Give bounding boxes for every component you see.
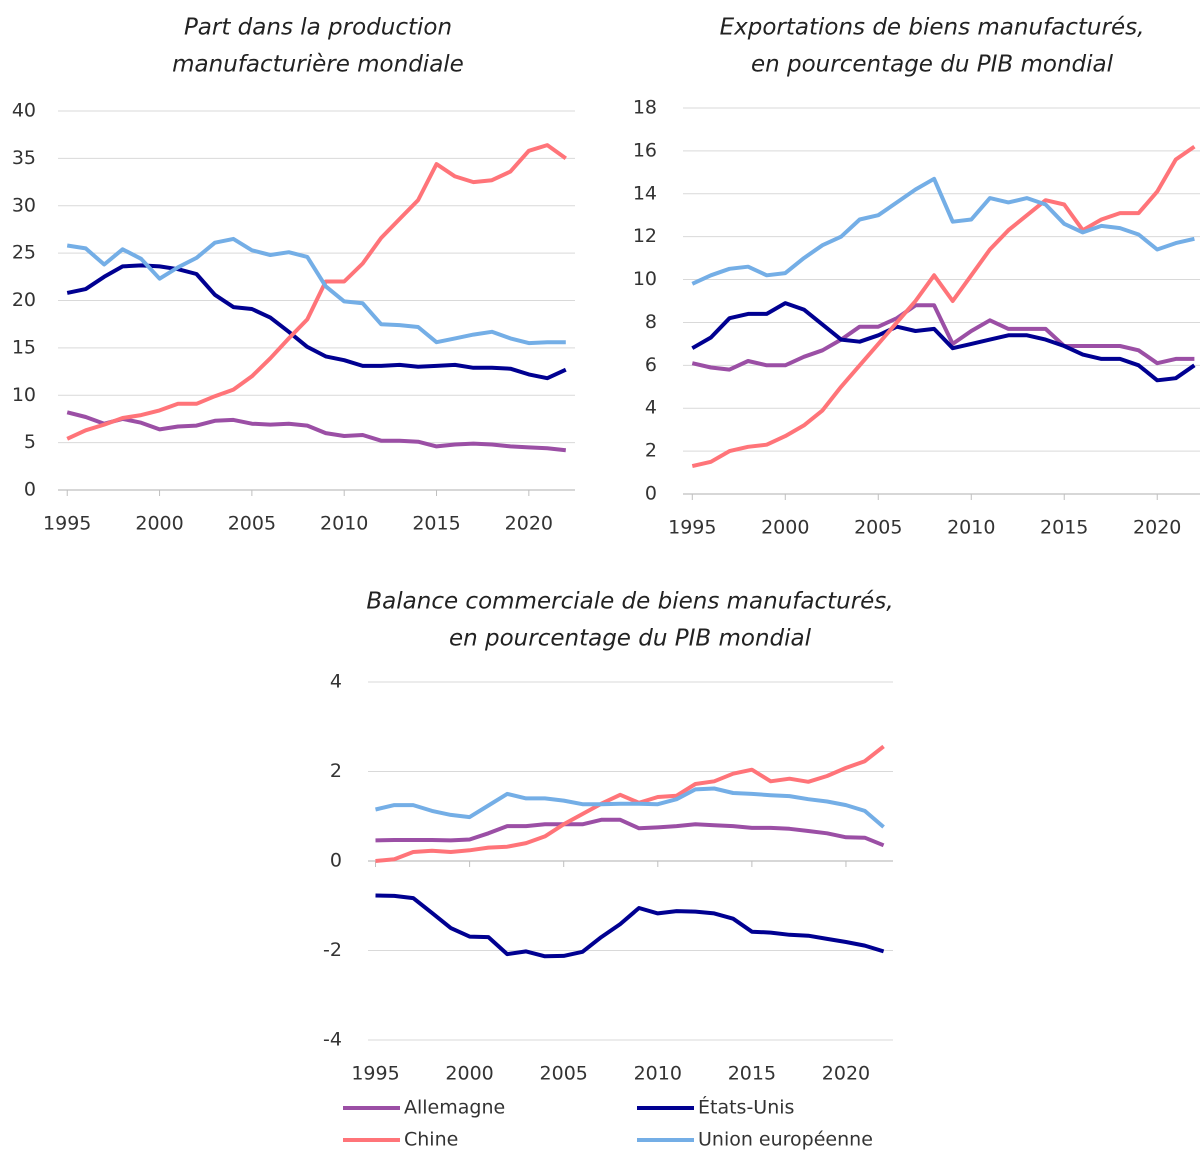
x-tick-label: 2015 <box>412 513 460 535</box>
y-tick-label: 12 <box>633 225 657 247</box>
y-tick-label: 4 <box>645 397 657 419</box>
y-tick-label: 30 <box>12 194 36 216</box>
chart-title: manufacturière mondiale <box>172 52 464 78</box>
y-tick-label: 35 <box>12 147 36 169</box>
y-tick-label: 2 <box>330 760 342 782</box>
x-tick-label: 2020 <box>505 513 553 535</box>
series-line <box>375 817 885 848</box>
y-tick-label: 20 <box>12 289 36 311</box>
y-tick-label: 0 <box>330 850 342 872</box>
x-tick-label: 2020 <box>822 1063 870 1085</box>
x-tick-label: 2010 <box>320 513 368 535</box>
chart-title: Balance commerciale de biens manufacturé… <box>366 589 893 615</box>
chart-title: Exportations de biens manufacturés, <box>720 15 1145 41</box>
y-tick-label: 0 <box>645 483 657 505</box>
y-tick-label: 25 <box>12 242 36 264</box>
y-tick-label: -4 <box>323 1029 342 1051</box>
x-tick-label: 2010 <box>947 517 995 539</box>
x-tick-label: 1995 <box>43 513 91 535</box>
series-line <box>66 263 567 381</box>
x-tick-label: 2005 <box>540 1063 588 1085</box>
series-line <box>66 236 566 346</box>
y-tick-label: 0 <box>24 479 36 501</box>
y-tick-label: 5 <box>24 431 36 453</box>
y-tick-label: 18 <box>633 97 657 119</box>
y-tick-label: 10 <box>633 268 657 290</box>
series-line <box>375 744 885 863</box>
x-tick-label: 2015 <box>1040 517 1088 539</box>
y-tick-label: 40 <box>12 100 36 122</box>
legend-label: Allemagne <box>404 1097 505 1119</box>
y-tick-label: 8 <box>645 311 657 333</box>
y-tick-label: 6 <box>645 354 657 376</box>
legend-label: Union européenne <box>698 1129 873 1151</box>
series-line <box>375 893 885 959</box>
series-line <box>691 144 1196 469</box>
x-tick-label: 2000 <box>445 1063 493 1085</box>
x-tick-label: 2020 <box>1133 517 1181 539</box>
series-line <box>691 301 1196 383</box>
y-tick-label: 14 <box>633 182 657 204</box>
y-tick-label: 4 <box>330 671 342 693</box>
series-line <box>66 410 567 453</box>
x-tick-label: 2005 <box>854 517 902 539</box>
y-tick-label: 15 <box>12 336 36 358</box>
x-tick-label: 2000 <box>761 517 809 539</box>
chart-title: Part dans la production <box>184 15 452 41</box>
x-tick-label: 2000 <box>135 513 183 535</box>
chart-title: en pourcentage du PIB mondial <box>449 626 812 652</box>
y-tick-label: 16 <box>633 139 657 161</box>
series-line <box>66 143 567 441</box>
x-tick-label: 2010 <box>634 1063 682 1085</box>
series-line <box>375 786 885 829</box>
x-tick-label: 2015 <box>728 1063 776 1085</box>
legend-label: États-Unis <box>698 1096 794 1119</box>
y-tick-label: -2 <box>323 939 342 961</box>
x-tick-label: 2005 <box>228 513 276 535</box>
y-tick-label: 10 <box>12 384 36 406</box>
x-tick-label: 1995 <box>668 517 716 539</box>
legend-label: Chine <box>404 1129 458 1151</box>
series-line <box>691 176 1195 286</box>
series-line <box>691 303 1195 372</box>
chart-title: en pourcentage du PIB mondial <box>751 52 1114 78</box>
x-tick-label: 1995 <box>351 1063 399 1085</box>
y-tick-label: 2 <box>645 440 657 462</box>
